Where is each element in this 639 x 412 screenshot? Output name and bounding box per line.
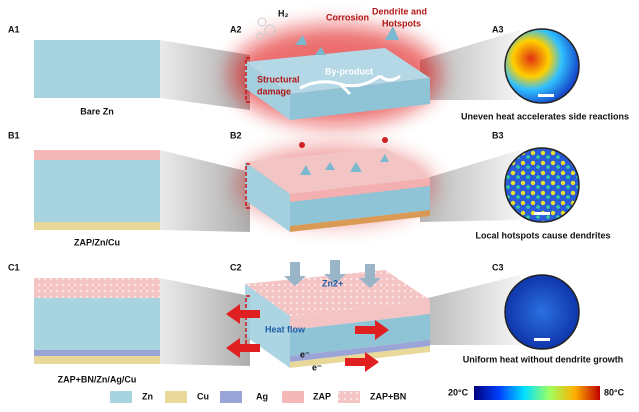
thermal-map [504, 147, 580, 223]
zoom-funnel [160, 278, 250, 366]
panel-label: C3 [492, 262, 504, 272]
ion-arrow [284, 260, 381, 288]
zoom-funnel [160, 150, 250, 232]
panel-label: B3 [492, 130, 504, 140]
colorbar-label: 20°C [448, 387, 469, 397]
legend-label: ZAP [313, 391, 331, 401]
legend-swatch [338, 391, 360, 403]
annotation: e⁻ [312, 362, 322, 372]
scale-bar [538, 94, 554, 97]
ag-front [290, 340, 430, 362]
zn-top [245, 48, 430, 94]
zn-block [34, 40, 160, 98]
annotation: Zn2+ [322, 278, 343, 288]
legend-swatch [282, 391, 304, 403]
legend-label: Zn [142, 391, 153, 401]
zn-block [34, 298, 160, 350]
panel-label: A2 [230, 24, 242, 34]
hotspot [382, 137, 388, 143]
legend-label: Cu [197, 391, 209, 401]
c2-block [226, 260, 430, 372]
zoom-funnel [160, 40, 250, 110]
dendrite [295, 26, 399, 55]
panel-label: C2 [230, 262, 242, 272]
sample-caption: ZAP/Zn/Cu [74, 237, 120, 247]
zap-bn-layer [34, 278, 160, 298]
zn-block [34, 160, 160, 222]
panel-label: A3 [492, 24, 504, 34]
annotation: H₂ [278, 8, 289, 18]
legend-swatch [165, 391, 187, 403]
annotation: Structural [257, 74, 300, 84]
zoom-funnel [420, 30, 520, 100]
legend-swatch [220, 391, 242, 403]
thermal-map [504, 274, 580, 350]
annotation: Corrosion [326, 12, 369, 22]
legend-label: ZAP+BN [370, 391, 406, 401]
ag-layer [34, 350, 160, 356]
zap-layer [34, 150, 160, 160]
colorbar-label: 80°C [604, 387, 625, 397]
annotation: Heat flow [265, 324, 306, 334]
legend-swatch [110, 391, 132, 403]
annotation: Dendrite and [372, 6, 427, 16]
colorbar [474, 386, 600, 400]
panel-label: B2 [230, 130, 242, 140]
zn-front [290, 78, 430, 120]
bracket [245, 57, 250, 103]
zoom-funnel [420, 150, 520, 222]
panel-label: C1 [8, 262, 20, 272]
result-caption: Uniform heat without dendrite growth [463, 354, 624, 364]
bracket [245, 163, 250, 209]
annotation: Hotspots [382, 18, 421, 28]
legend-label: Ag [256, 391, 268, 401]
cu-layer [34, 222, 160, 230]
thermal-map [504, 28, 580, 104]
scale-bar [534, 338, 550, 341]
crack [299, 74, 401, 96]
zn-front [290, 186, 430, 226]
panel-label: A1 [8, 24, 20, 34]
panel-label: B1 [8, 130, 20, 140]
result-caption: Local hotspots cause dendrites [475, 230, 610, 240]
b2-block [235, 137, 435, 232]
dendrite [300, 154, 389, 175]
scale-bar [534, 212, 550, 215]
sample-caption: ZAP+BN/Zn/Ag/Cu [58, 374, 137, 384]
bubble [256, 32, 264, 40]
cu-front [290, 346, 430, 368]
cu-layer [34, 356, 160, 364]
cu-front [290, 210, 430, 232]
result-caption: Uneven heat accelerates side reactions [461, 111, 629, 121]
zoom-funnel [420, 275, 520, 345]
heat-arrow [226, 304, 389, 372]
side [245, 284, 290, 368]
annotation: e⁻ [300, 349, 310, 359]
sample-caption: Bare Zn [80, 106, 114, 116]
bubble [264, 24, 276, 36]
hotspot [299, 142, 305, 148]
side [245, 162, 290, 232]
zap-front [290, 178, 430, 202]
annotation: By-product [325, 66, 373, 76]
zn-front [290, 314, 430, 356]
zn-side [245, 62, 290, 120]
annotation: damage [257, 86, 291, 96]
zap-bn-front [290, 300, 430, 330]
bubble [257, 17, 267, 27]
